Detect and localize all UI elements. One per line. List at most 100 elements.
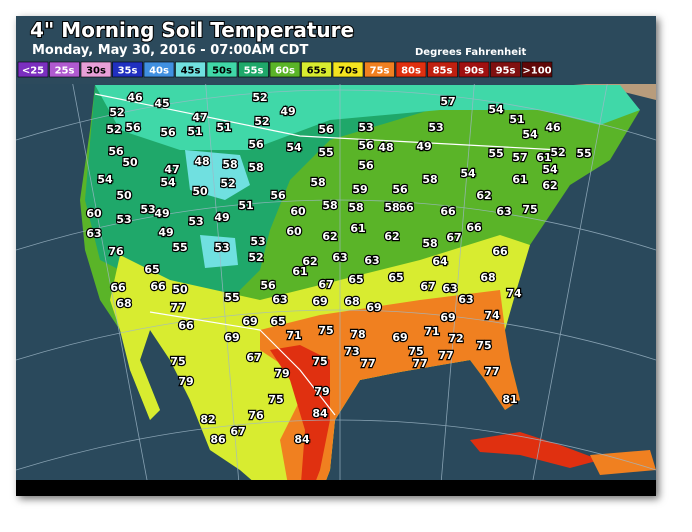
station-value: 54 xyxy=(488,103,504,116)
station-value: 56 xyxy=(260,279,276,292)
station-value: 63 xyxy=(332,251,347,264)
graticule xyxy=(16,16,656,496)
title: 4" Morning Soil Temperature xyxy=(30,18,354,42)
station-value: 69 xyxy=(366,301,381,314)
station-value: 84 xyxy=(294,433,310,446)
station-value: 54 xyxy=(460,167,476,180)
station-value: 75 xyxy=(170,355,185,368)
station-value: 74 xyxy=(506,287,522,300)
station-value: 76 xyxy=(248,409,264,422)
legend-label: 50s xyxy=(212,66,232,77)
legend-swatch xyxy=(49,61,80,78)
legend-swatch xyxy=(364,61,395,78)
station-value: 67 xyxy=(230,425,245,438)
station-value: 55 xyxy=(488,147,503,160)
legend-swatch xyxy=(490,61,521,78)
station-value: 63 xyxy=(272,293,287,306)
station-value: 66 xyxy=(150,280,166,293)
station-value: 67 xyxy=(246,351,261,364)
station-value: 52 xyxy=(109,106,124,119)
station-value: 81 xyxy=(502,393,517,406)
station-value: 56 xyxy=(358,139,374,152)
station-value: 66 xyxy=(492,245,508,258)
station-value: 56 xyxy=(125,121,141,134)
station-value: 63 xyxy=(86,227,101,240)
station-value: 51 xyxy=(238,199,253,212)
station-value: 48 xyxy=(194,155,209,168)
station-value: 53 xyxy=(214,241,229,254)
legend-label: 70s xyxy=(338,66,358,77)
station-value: 54 xyxy=(160,176,176,189)
station-value: 54 xyxy=(522,128,538,141)
legend-label: 40s xyxy=(149,66,169,77)
station-value: 47 xyxy=(164,163,179,176)
station-value: 56 xyxy=(270,189,286,202)
station-value: 69 xyxy=(440,311,455,324)
station-value: 53 xyxy=(358,121,373,134)
station-value: 52 xyxy=(106,123,121,136)
station-value: 57 xyxy=(440,95,455,108)
station-value: 72 xyxy=(448,332,463,345)
legend-label: 85s xyxy=(433,66,453,77)
station-value: 61 xyxy=(536,151,551,164)
station-value: 66 xyxy=(110,281,126,294)
legend-label: 45s xyxy=(181,66,201,77)
station-value: 52 xyxy=(550,146,565,159)
footer-band xyxy=(16,480,656,496)
legend-swatch xyxy=(143,61,175,78)
station-value: 69 xyxy=(312,295,327,308)
station-value: 75 xyxy=(318,324,333,337)
station-value: 57 xyxy=(512,151,527,164)
station-value: 56 xyxy=(318,123,334,136)
legend-swatch xyxy=(395,61,427,78)
legend-label: 80s xyxy=(401,66,421,77)
legend-label: 60s xyxy=(275,66,295,77)
station-value: 76 xyxy=(108,245,124,258)
station-value: 62 xyxy=(384,230,399,243)
station-value: 53 xyxy=(188,215,203,228)
station-value: 56 xyxy=(358,159,374,172)
units: Degrees Fahrenheit xyxy=(415,47,526,58)
station-value: 63 xyxy=(442,282,457,295)
station-value: 84 xyxy=(312,407,328,420)
station-value: 48 xyxy=(378,141,393,154)
station-value: 82 xyxy=(200,413,215,426)
station-value: 49 xyxy=(214,211,229,224)
legend-swatch xyxy=(458,61,490,78)
station-value: 67 xyxy=(318,278,333,291)
legend-label: >100 xyxy=(522,66,551,77)
station-value: 74 xyxy=(484,309,500,322)
station-value: 49 xyxy=(158,226,173,239)
station-value: 68 xyxy=(344,295,359,308)
station-value: 47 xyxy=(192,111,207,124)
station-value: 55 xyxy=(172,241,187,254)
station-value: 49 xyxy=(416,140,431,153)
station-value: 51 xyxy=(187,125,202,138)
borders xyxy=(94,93,561,416)
station-value: 66 xyxy=(178,319,194,332)
legend-label: 55s xyxy=(244,66,264,77)
station-value: 45 xyxy=(154,97,169,110)
station-value: 52 xyxy=(220,177,235,190)
station-value: 65 xyxy=(144,263,159,276)
station-value: 49 xyxy=(280,105,295,118)
legend-swatch xyxy=(17,61,49,78)
station-value: 77 xyxy=(170,301,185,314)
legend-label: 25s xyxy=(55,66,75,77)
legend-swatch xyxy=(112,61,143,78)
station-value: 51 xyxy=(509,113,524,126)
station-value: 62 xyxy=(542,179,557,192)
station-value: 79 xyxy=(274,367,289,380)
station-value: 58 xyxy=(384,201,399,214)
station-value: 60 xyxy=(290,205,306,218)
legend-label: 75s xyxy=(370,66,390,77)
station-value: 75 xyxy=(312,355,327,368)
station-value: 65 xyxy=(388,271,403,284)
station-value: 68 xyxy=(480,271,495,284)
station-value: 53 xyxy=(140,203,155,216)
legend-label: 30s xyxy=(86,66,106,77)
station-value: 50 xyxy=(122,156,138,169)
